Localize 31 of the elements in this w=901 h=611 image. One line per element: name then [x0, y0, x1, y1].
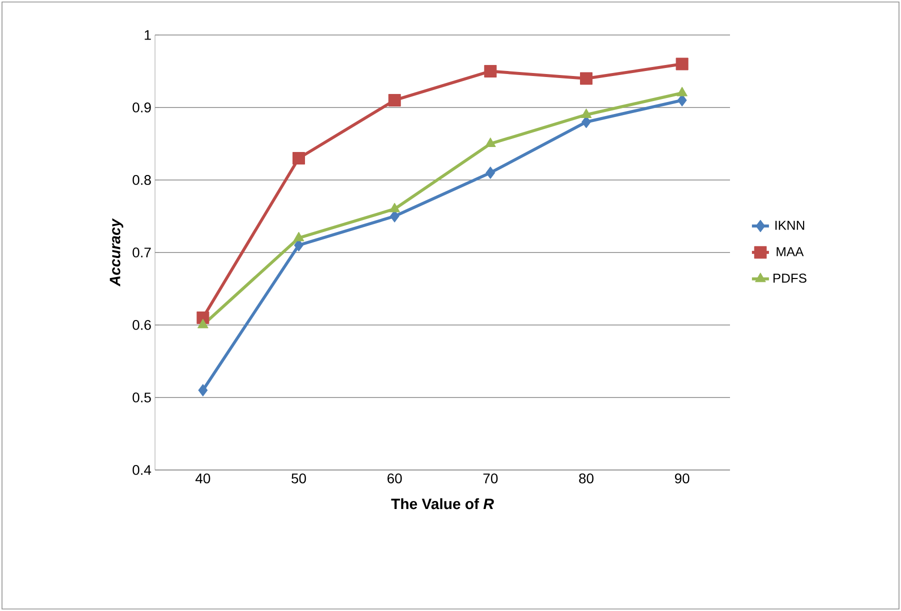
y-axis-title: Accuracy	[110, 218, 124, 286]
point	[580, 72, 593, 85]
point	[484, 137, 496, 147]
x-tick-label: 70	[483, 473, 498, 484]
x-axis-title: The Value of R	[391, 498, 494, 510]
x-tick-label: 40	[195, 473, 210, 484]
point	[198, 384, 208, 396]
y-tick-label: 0.5	[132, 392, 151, 402]
legend-label: IKNN	[775, 220, 804, 230]
legend-label: PDFS	[774, 274, 806, 283]
point	[388, 94, 401, 106]
point	[580, 108, 592, 118]
point	[484, 64, 497, 78]
point	[486, 166, 496, 179]
y-tick-label: 1	[144, 30, 151, 40]
y-tick-label: 0.8	[132, 175, 151, 185]
y-tick-label: 0.9	[132, 102, 151, 112]
point	[293, 232, 304, 242]
point	[197, 318, 208, 328]
x-tick-label: 50	[292, 473, 306, 484]
y-tick-label: 0.7	[132, 248, 151, 258]
legend-label: MAA	[776, 247, 804, 256]
y-tick-label: 0.6	[132, 320, 151, 330]
point	[292, 152, 306, 164]
x-tick-label: 60	[388, 473, 402, 484]
point	[676, 58, 688, 70]
point	[389, 202, 400, 212]
y-tick-label: 0.4	[132, 465, 152, 475]
point	[676, 86, 688, 96]
x-tick-label: 80	[579, 473, 594, 484]
x-tick-label: 90	[674, 473, 690, 484]
